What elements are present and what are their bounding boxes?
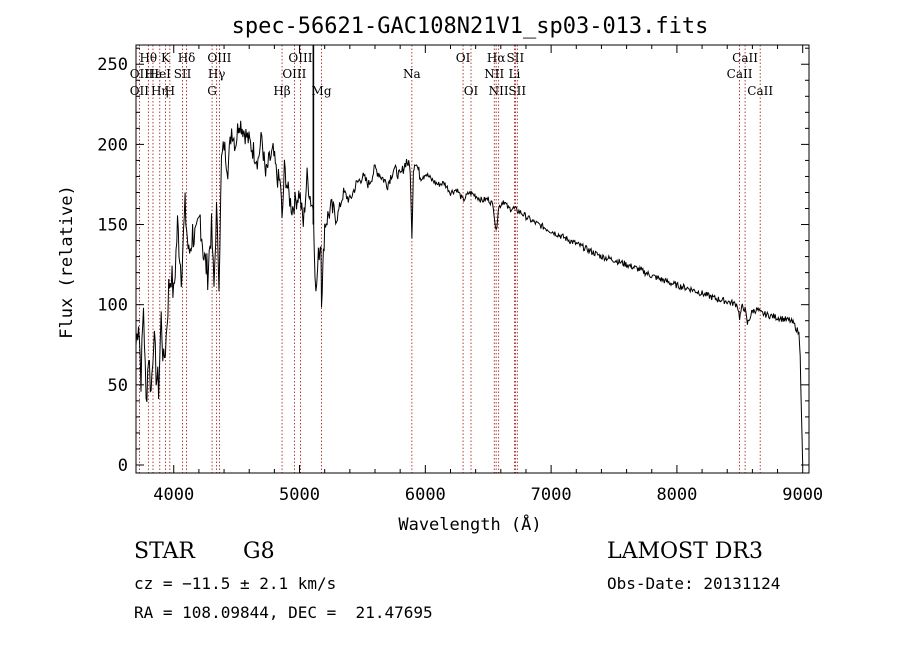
y-tick-label: 150	[97, 216, 128, 236]
line-label: SII	[508, 84, 526, 98]
spectrum-line	[135, 120, 804, 466]
y-axis-ticks: 0 50 100 150 200 250	[97, 47, 809, 476]
y-tick-label: 200	[97, 135, 128, 155]
x-tick-label: 5000	[279, 485, 320, 505]
line-label: K	[161, 51, 171, 65]
x-tick-label: 6000	[405, 485, 446, 505]
coordinates: RA = 108.09844, DEC = 21.47695	[134, 603, 433, 622]
line-label: CaII	[732, 51, 758, 65]
redshift-value: cz = −11.5 ± 2.1 km/s	[134, 574, 337, 593]
line-label: Na	[403, 67, 421, 81]
line-label: OIII	[288, 51, 312, 65]
x-tick-label: 7000	[531, 485, 572, 505]
line-label: Li	[508, 67, 520, 81]
line-label: OIII	[282, 67, 306, 81]
obs-date: Obs-Date: 20131124	[607, 574, 781, 593]
line-label: Hθ	[139, 51, 157, 65]
line-label: OIII	[207, 51, 231, 65]
line-label: G	[207, 84, 217, 98]
y-tick-label: 0	[118, 456, 128, 476]
line-label: Hα	[487, 51, 506, 65]
line-label: NII	[489, 84, 509, 98]
line-label: OII	[130, 84, 150, 98]
survey-label: LAMOST DR3	[607, 539, 763, 564]
x-tick-label: 9000	[782, 485, 823, 505]
line-label: Hε	[145, 67, 162, 81]
line-label: SII	[507, 51, 525, 65]
x-tick-label: 8000	[656, 485, 697, 505]
line-label: CaII	[727, 67, 753, 81]
subclass: G8	[243, 539, 275, 564]
line-label: OII	[130, 67, 150, 81]
y-tick-label: 250	[97, 55, 128, 75]
line-label: HeI	[149, 67, 172, 81]
line-label: SII	[174, 67, 192, 81]
line-label: OI	[464, 84, 479, 98]
object-type: STAR	[134, 539, 195, 564]
x-axis-label: Wavelength (Å)	[398, 513, 541, 535]
line-label: OI	[456, 51, 471, 65]
line-label: Mg	[312, 84, 332, 98]
emission-line-markers	[138, 45, 761, 473]
line-label: Hη	[151, 84, 169, 98]
spectrum-layer	[135, 120, 804, 466]
plot-frame	[135, 44, 810, 474]
y-tick-label: 100	[97, 296, 128, 316]
x-tick-label: 4000	[153, 485, 194, 505]
y-tick-label: 50	[108, 376, 128, 396]
y-axis-label: Flux (relative)	[57, 185, 77, 339]
line-label: Hγ	[208, 67, 226, 81]
line-label: NII	[484, 67, 504, 81]
line-label: Hβ	[273, 84, 290, 98]
line-label: CaII	[747, 84, 773, 98]
x-axis-ticks: 4000 5000 6000 7000 8000 9000	[153, 45, 823, 505]
line-label: H	[165, 84, 175, 98]
line-label: Hδ	[178, 51, 196, 65]
chart-title: spec-56621-GAC108N21V1_sp03-013.fits	[232, 14, 709, 39]
